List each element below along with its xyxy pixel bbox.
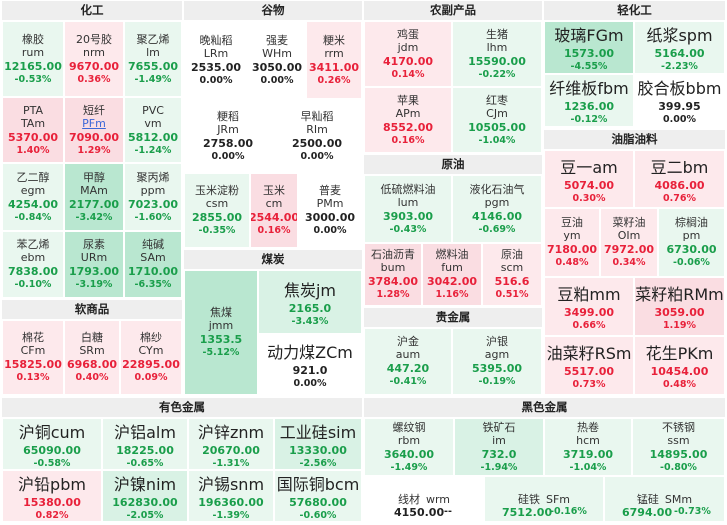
contract-tile[interactable]: 螺纹钢 rbm 3640.00 -1.49% xyxy=(364,418,454,476)
contract-tile[interactable]: 沪铜cum 65090.00 -0.58% xyxy=(2,418,102,470)
contract-tile[interactable]: 乙二醇 egm 4254.00 -0.84% xyxy=(2,163,64,231)
contract-tile[interactable]: 晚籼稻 LRm 2535.00 0.00% xyxy=(184,21,248,99)
contract-tile[interactable]: 玉米淀粉 csm 2855.00 -0.35% xyxy=(184,173,250,248)
contract-tile[interactable]: 苯乙烯 ebm 7838.00 -0.10% xyxy=(2,231,64,298)
contract-tile[interactable]: 纯碱 SAm 1710.00 -6.35% xyxy=(124,231,182,298)
contract-tile[interactable]: 沪锌znm 20670.00 -1.31% xyxy=(188,418,274,470)
section-title: 轻化工 xyxy=(544,1,725,20)
contract-tile[interactable]: 热卷 hcm 3719.00 -1.04% xyxy=(544,418,632,476)
contract-tile[interactable]: 油菜籽RSm 5517.00 0.73% xyxy=(544,336,634,395)
contract-tile[interactable]: 粳稻 JRm 2758.00 0.00% xyxy=(184,99,272,173)
section-title: 黑色金属 xyxy=(364,398,725,417)
contract-tile[interactable]: 聚丙烯 ppm 7023.00 -1.60% xyxy=(124,163,182,231)
contract-tile[interactable]: 红枣 CJm 10505.00 -1.04% xyxy=(452,87,542,153)
contract-tile[interactable]: 沪铝alm 18225.00 -0.65% xyxy=(102,418,188,470)
contract-tile[interactable]: 硅铁 SFm xyxy=(484,476,604,522)
contract-tile[interactable]: 液化石油气 pgm 4146.00 -0.69% xyxy=(452,175,542,243)
contract-tile[interactable]: 豆一am 5074.00 0.30% xyxy=(544,150,634,208)
contract-tile[interactable]: 原油 scm 516.6 0.51% xyxy=(482,243,542,306)
contract-tile[interactable]: 橡胶 rum 12165.00 -0.53% xyxy=(2,21,64,97)
contract-tile[interactable]: 焦炭jm 2165.0 -3.43% xyxy=(258,270,362,334)
section-title: 化工 xyxy=(2,1,182,20)
section-title: 原油 xyxy=(364,155,542,174)
contract-tile[interactable]: 动力煤ZCm 921.0 0.00% xyxy=(258,334,362,395)
ferrous-bottom-prices: 4150.00 -- 7512.00 -0.16% 6794.00 -0.73% xyxy=(364,506,725,522)
contract-tile[interactable]: 20号胶 nrm 9670.00 0.36% xyxy=(64,21,124,97)
contract-tile[interactable]: 纸浆spm 5164.00 -2.23% xyxy=(634,21,725,74)
contract-tile[interactable]: 锰硅 SMm xyxy=(604,476,725,522)
section-grains: 谷物 晚籼稻 LRm 2535.00 0.00% 强麦 WHm 3050.00 0.00% … xyxy=(184,1,362,248)
section-title: 煤炭 xyxy=(184,250,362,269)
contract-tile[interactable]: 沪铅pbm 15380.00 0.82% xyxy=(2,470,102,522)
price: 7512.00 xyxy=(502,506,553,519)
contract-tile[interactable]: 鸡蛋 jdm 4170.00 0.14% xyxy=(364,21,452,87)
contract-tile[interactable]: 沪金 aum 447.20 -0.41% xyxy=(364,328,452,395)
contract-tile[interactable]: 沪锡snm 196360.00 -1.39% xyxy=(188,470,274,522)
section-title: 农副产品 xyxy=(364,1,542,20)
contract-tile[interactable]: 粳米 rrm 3411.00 0.26% xyxy=(306,21,362,99)
section-precious-metals: 贵金属 沪金 aum 447.20 -0.41% 沪银 agm 5395.00 -0.19% xyxy=(364,308,542,395)
contract-tile[interactable]: 棉花 CFm 15825.00 0.13% xyxy=(2,320,64,395)
contract-tile[interactable]: 胶合板bbm 399.95 0.00% xyxy=(634,74,725,127)
section-ferrous-metals: 黑色金属 螺纹钢 rbm 3640.00 -1.49% 铁矿石 im 732.0 -1.94… xyxy=(364,398,725,522)
contract-tile[interactable]: 豆粕mm 3499.00 0.66% xyxy=(544,277,634,336)
contract-tile[interactable]: 强麦 WHm 3050.00 0.00% xyxy=(248,21,306,99)
contract-tile[interactable]: 白糖 SRm 6968.00 0.40% xyxy=(64,320,120,395)
contract-tile[interactable]: 沪银 agm 5395.00 -0.19% xyxy=(452,328,542,395)
contract-tile[interactable]: 苹果 APm 8552.00 0.16% xyxy=(364,87,452,153)
contract-tile[interactable]: 棕榈油 pm 6730.00 -0.06% xyxy=(658,208,725,277)
contract-tile[interactable]: 早籼稻 RIm 2500.00 0.00% xyxy=(272,99,362,173)
section-title: 有色金属 xyxy=(2,398,362,417)
section-title: 软商品 xyxy=(2,300,182,319)
pct: -- xyxy=(444,506,452,517)
contract-tile[interactable]: 甲醇 MAm 2177.00 -3.42% xyxy=(64,163,124,231)
contract-tile[interactable]: PTA TAm 5370.00 1.40% xyxy=(2,97,64,163)
contract-tile[interactable]: 燃料油 fum 3042.00 1.16% xyxy=(422,243,482,306)
section-nonferrous-metals: 有色金属 沪铜cum 65090.00 -0.58% 沪铝alm 18225.00 -0… xyxy=(2,398,362,522)
contract-tile[interactable]: 铁矿石 im 732.0 -1.94% xyxy=(454,418,544,476)
section-chemicals: 化工 橡胶 rum 12165.00 -0.53% 20号胶 nrm 9670.00 0.3… xyxy=(2,1,182,298)
section-title: 谷物 xyxy=(184,1,362,20)
contract-tile[interactable]: 菜籽油 OIm 7972.00 0.34% xyxy=(600,208,658,277)
contract-tile[interactable]: 纤维板fbm 1236.00 -0.12% xyxy=(544,74,634,127)
pct: -0.16% xyxy=(550,506,587,517)
contract-tile[interactable]: 豆油 ym 7180.00 0.48% xyxy=(544,208,600,277)
contract-tile[interactable]: 线材 wrm xyxy=(364,476,484,522)
contract-tile[interactable]: 焦煤 jmm 1353.5 -5.12% xyxy=(184,270,258,395)
section-agri-products: 农副产品 鸡蛋 jdm 4170.00 0.14% 生猪 lhm 15590.00 -0.2… xyxy=(364,1,542,153)
contract-tile[interactable]: 普麦 PMm 3000.00 0.00% xyxy=(298,173,362,248)
section-title: 油脂油料 xyxy=(544,130,725,149)
contract-tile[interactable]: PVC vm 5812.00 -1.24% xyxy=(124,97,182,163)
contract-tile[interactable]: 棉纱 CYm 22895.00 0.09% xyxy=(120,320,182,395)
contract-tile[interactable]: 国际铜bcm 57680.00 -0.60% xyxy=(274,470,362,522)
pct: -0.73% xyxy=(674,506,711,517)
contract-tile[interactable]: 工业硅sim 13330.00 -2.56% xyxy=(274,418,362,470)
section-oilseeds: 油脂油料 豆一am 5074.00 0.30% 豆二bm 4086.00 0.76% 豆… xyxy=(544,130,725,395)
contract-tile[interactable]: 石油沥青 bum 3784.00 1.28% xyxy=(364,243,422,306)
section-coal: 煤炭 焦煤 jmm 1353.5 -5.12% 焦炭jm 2165.0 -3.43% 动力… xyxy=(184,250,362,395)
price: 4150.00 xyxy=(394,506,445,519)
contract-tile[interactable]: 玉米 cm 2544.00 0.16% xyxy=(250,173,298,248)
contract-tile[interactable]: 不锈钢 ssm 14895.00 -0.80% xyxy=(632,418,725,476)
price: 6794.00 xyxy=(622,506,673,519)
section-crude-oil: 原油 低硫燃料油 lum 3903.00 -0.43% 液化石油气 pgm 4146.00… xyxy=(364,155,542,306)
section-light-chemicals: 轻化工 玻璃FGm 1573.00 -4.55% 纸浆spm 5164.00 -2.23… xyxy=(544,1,725,127)
contract-tile[interactable]: 沪镍nim 162830.00 -2.05% xyxy=(102,470,188,522)
contract-tile[interactable]: 豆二bm 4086.00 0.76% xyxy=(634,150,725,208)
contract-tile[interactable]: 菜籽粕RMm 3059.00 1.19% xyxy=(634,277,725,336)
contract-tile[interactable]: 生猪 lhm 15590.00 -0.22% xyxy=(452,21,542,87)
section-title: 贵金属 xyxy=(364,308,542,327)
contract-tile[interactable]: 尿素 URm 1793.00 -3.19% xyxy=(64,231,124,298)
contract-tile[interactable]: 玻璃FGm 1573.00 -4.55% xyxy=(544,21,634,74)
contract-tile[interactable]: 聚乙烯 lm 7655.00 -1.49% xyxy=(124,21,182,97)
contract-tile[interactable]: 短纤 PFm 7090.00 1.29% xyxy=(64,97,124,163)
section-soft-commodities: 软商品 棉花 CFm 15825.00 0.13% 白糖 SRm 6968.00 0.40%… xyxy=(2,300,182,395)
contract-tile[interactable]: 花生PKm 10454.00 0.48% xyxy=(634,336,725,395)
contract-tile[interactable]: 低硫燃料油 lum 3903.00 -0.43% xyxy=(364,175,452,243)
